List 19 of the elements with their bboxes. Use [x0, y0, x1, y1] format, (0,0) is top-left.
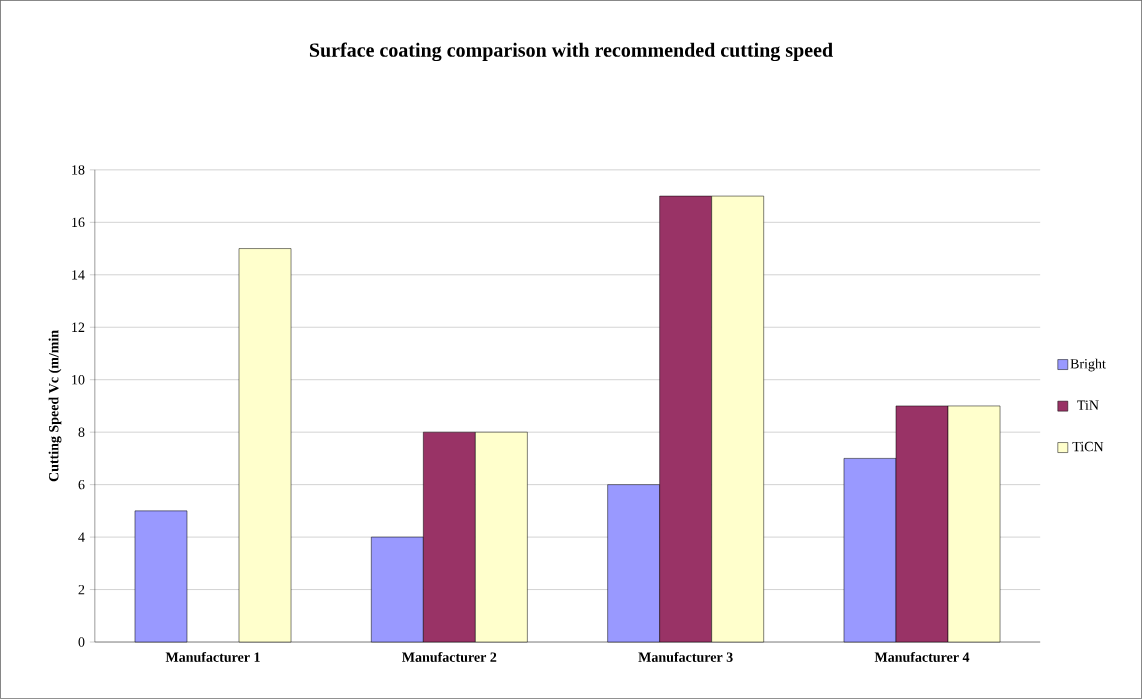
- x-tick-label: Manufacturer 3: [638, 651, 733, 663]
- x-tick-label: Manufacturer 1: [165, 651, 260, 663]
- x-tick-label: Manufacturer 4: [874, 651, 970, 663]
- legend-label: TiN: [1077, 400, 1099, 410]
- y-tick-label: 4: [78, 532, 85, 542]
- legend-label: TiCN: [1072, 441, 1104, 452]
- y-tick-label: 12: [72, 322, 85, 332]
- x-tick-label: Manufacturer 2: [402, 651, 497, 663]
- y-tick-label: 6: [78, 480, 85, 490]
- y-tick-label: 18: [72, 165, 85, 175]
- y-axis-title: Cutting Speed Vc (m/min: [48, 330, 62, 482]
- y-tick-label: 14: [72, 270, 85, 280]
- chart-title: Surface coating comparison with recommended cutting speed: [309, 42, 833, 62]
- y-tick-label: 8: [78, 427, 85, 437]
- y-tick-label: 2: [78, 585, 85, 595]
- legend-label: Bright: [1070, 358, 1106, 372]
- y-tick-label: 0: [78, 637, 85, 647]
- y-tick-label: 10: [72, 375, 85, 385]
- y-tick-label: 16: [72, 217, 85, 228]
